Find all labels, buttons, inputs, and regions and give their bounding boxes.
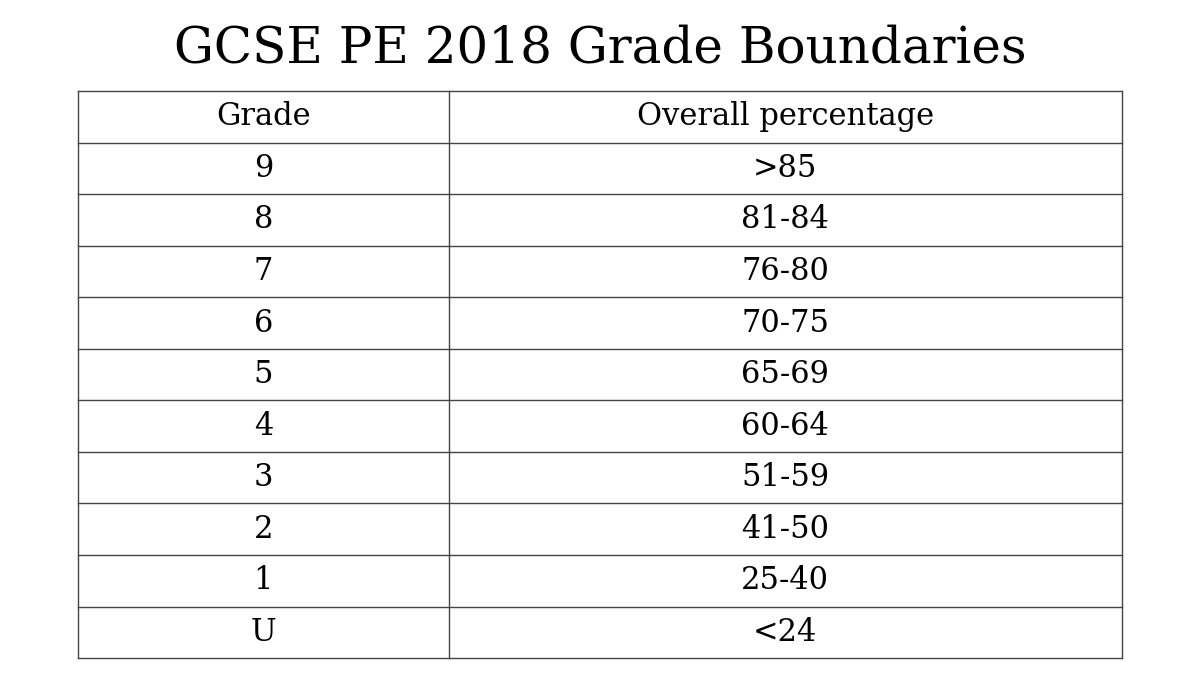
Text: 25-40: 25-40 — [742, 565, 829, 596]
Text: 76-80: 76-80 — [742, 256, 829, 287]
Text: 2: 2 — [253, 514, 274, 545]
Text: 51-59: 51-59 — [742, 462, 829, 493]
Text: 81-84: 81-84 — [742, 205, 829, 236]
Text: U: U — [251, 617, 276, 648]
Text: 3: 3 — [253, 462, 274, 493]
Text: 41-50: 41-50 — [742, 514, 829, 545]
Text: 8: 8 — [253, 205, 272, 236]
Text: Overall percentage: Overall percentage — [637, 101, 934, 132]
Text: 6: 6 — [253, 308, 272, 339]
Text: Grade: Grade — [216, 101, 311, 132]
Text: <24: <24 — [754, 617, 817, 648]
Text: 4: 4 — [253, 410, 272, 441]
Text: 1: 1 — [253, 565, 274, 596]
Text: 65-69: 65-69 — [742, 359, 829, 390]
Text: >85: >85 — [754, 153, 817, 184]
Text: 5: 5 — [253, 359, 274, 390]
Text: 7: 7 — [253, 256, 272, 287]
Text: 60-64: 60-64 — [742, 410, 829, 441]
Text: GCSE PE 2018 Grade Boundaries: GCSE PE 2018 Grade Boundaries — [174, 24, 1026, 73]
Text: 9: 9 — [253, 153, 272, 184]
Text: 70-75: 70-75 — [742, 308, 829, 339]
